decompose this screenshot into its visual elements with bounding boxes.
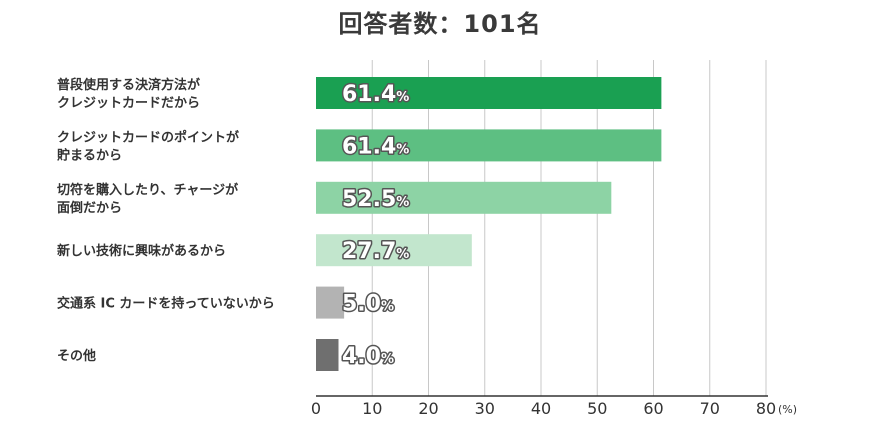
category-label: 切符を購入したり、チャージが: [57, 182, 238, 198]
bar: [316, 234, 472, 267]
data-label: 4.0%: [342, 344, 394, 369]
bar: [316, 181, 612, 214]
tick-label: 30: [475, 399, 495, 418]
category-label: クレジットカードだから: [57, 96, 200, 111]
tick-label: 10: [362, 399, 382, 418]
data-label: 5.0%: [342, 292, 394, 317]
tick-label: 70: [700, 399, 720, 418]
category-label: 貯まるから: [57, 147, 122, 163]
category-label: 面倒だから: [57, 200, 122, 216]
x-unit-label: (%): [778, 403, 797, 416]
category-label: クレジットカードのポイントが: [57, 129, 239, 145]
tick-label: 20: [418, 399, 438, 418]
data-label: 27.7%: [342, 239, 409, 264]
bar: [316, 129, 662, 162]
tick-label: 60: [643, 399, 663, 418]
category-label: 交通系 IC カードを持っていないから: [57, 296, 275, 312]
chart-title: 回答者数：101名: [338, 10, 542, 38]
tick-label: 0: [311, 399, 321, 418]
bar: [316, 77, 662, 109]
category-label: 新しい技術に興味があるから: [57, 243, 226, 259]
category-label: 普段使用する決済方法が: [57, 77, 200, 93]
data-label: 52.5%: [342, 187, 409, 212]
tick-label: 80: [756, 399, 776, 418]
tick-label: 50: [587, 399, 607, 418]
tick-label: 40: [531, 399, 551, 418]
bar: [316, 339, 339, 371]
bar: [316, 286, 345, 319]
category-label: その他: [57, 348, 96, 364]
data-label: 61.4%: [342, 134, 409, 159]
data-label: 61.4%: [342, 82, 409, 107]
